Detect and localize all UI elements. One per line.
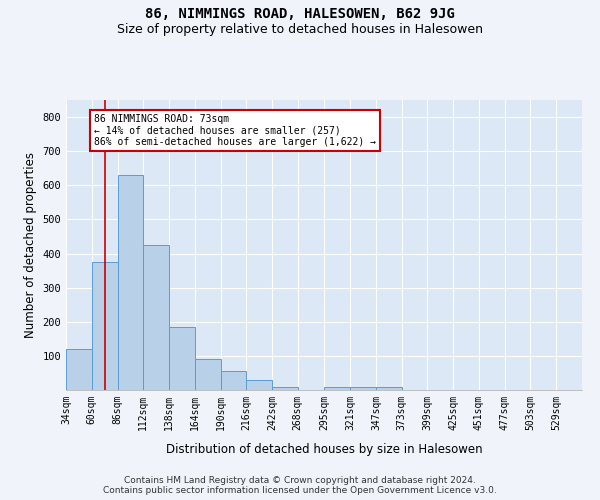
Bar — [272, 386, 298, 390]
Bar — [221, 371, 246, 390]
Text: 86 NIMMINGS ROAD: 73sqm
← 14% of detached houses are smaller (257)
86% of semi-d: 86 NIMMINGS ROAD: 73sqm ← 14% of detache… — [94, 114, 376, 147]
Text: 86, NIMMINGS ROAD, HALESOWEN, B62 9JG: 86, NIMMINGS ROAD, HALESOWEN, B62 9JG — [145, 8, 455, 22]
Bar — [143, 245, 169, 390]
Bar — [325, 386, 350, 390]
Text: Contains HM Land Registry data © Crown copyright and database right 2024.
Contai: Contains HM Land Registry data © Crown c… — [103, 476, 497, 495]
Bar — [376, 386, 402, 390]
Bar — [118, 175, 143, 390]
Bar — [246, 380, 272, 390]
Bar — [169, 327, 195, 390]
Y-axis label: Number of detached properties: Number of detached properties — [24, 152, 37, 338]
Bar — [66, 349, 92, 390]
Text: Size of property relative to detached houses in Halesowen: Size of property relative to detached ho… — [117, 22, 483, 36]
Bar — [195, 360, 221, 390]
Text: Distribution of detached houses by size in Halesowen: Distribution of detached houses by size … — [166, 442, 482, 456]
Bar — [350, 386, 376, 390]
Bar — [92, 262, 118, 390]
